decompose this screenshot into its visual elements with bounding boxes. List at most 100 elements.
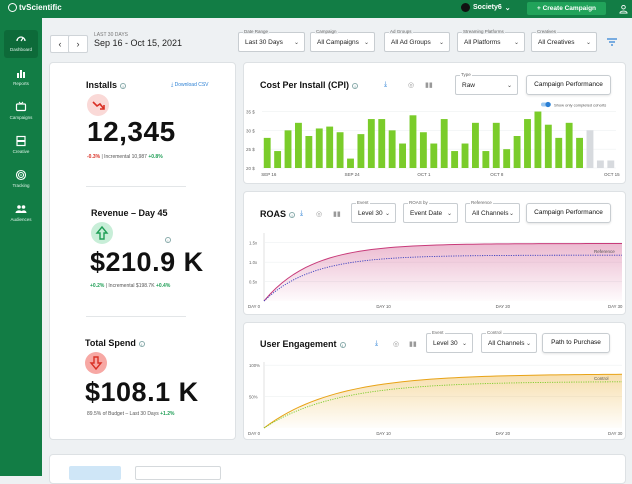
cpi-bar [263, 137, 271, 168]
cpi-bar [295, 122, 302, 168]
installs-title: Installs i [86, 80, 127, 90]
nav-dashboard[interactable]: Dashboard [4, 30, 38, 58]
x-tick-label: DAY 30 [608, 304, 623, 309]
account-switcher[interactable]: Society6 ⌄ [461, 3, 511, 12]
y-tick-label: 1.5x [249, 241, 258, 246]
cpi-type-select[interactable]: Type Raw ⌄ [455, 72, 518, 95]
download-icon[interactable]: ⤓ [384, 81, 388, 88]
engagement-control-select[interactable]: Control All Channels ⌄ [481, 330, 537, 353]
engagement-event-select[interactable]: Event Level 30 ⌄ [426, 330, 473, 353]
cpi-bar [555, 137, 563, 168]
reference-label: Reference [594, 249, 615, 254]
series-line [263, 373, 623, 429]
chart-view-icon[interactable]: ▮▮ [425, 82, 433, 89]
bottom-tab[interactable] [135, 466, 221, 480]
cpi-bar [274, 151, 282, 168]
info-icon[interactable]: i [138, 340, 145, 347]
chart-view-icon[interactable]: ▮▮ [333, 211, 341, 218]
x-tick-label: DAY 10 [376, 431, 391, 436]
cpi-bar [419, 132, 427, 168]
nav-campaigns[interactable]: Campaigns [4, 98, 38, 126]
spend-title: Total Spend i [85, 338, 145, 348]
campaign-performance-button[interactable]: Campaign Performance [526, 75, 611, 95]
cpi-bar [440, 119, 448, 168]
download-icon[interactable]: ⤓ [300, 210, 304, 217]
filter-icon[interactable] [606, 36, 618, 48]
x-tick-label: OCT 8 [490, 172, 504, 177]
chevron-down-icon: ⌄ [525, 341, 531, 347]
nav-tracking[interactable]: Tracking [4, 166, 38, 194]
revenue-subline: +0.2% | Incremental $198.7K +0.4% [90, 283, 171, 289]
y-tick-label: 35 $ [246, 110, 255, 115]
cpi-bar [565, 122, 573, 168]
ad-group-select[interactable]: Ad Groups All Ad Groups ⌄ [384, 29, 450, 52]
roas-reference-select[interactable]: Reference All Channels ⌄ [465, 200, 520, 223]
y-tick-label: 1.0x [249, 260, 258, 265]
campaign-select[interactable]: Campaign All Campaigns ⌄ [310, 29, 375, 52]
date-range-select[interactable]: Date Range Last 30 Days ⌄ [238, 29, 305, 52]
series-line [263, 243, 623, 302]
next-period-button[interactable]: › [68, 35, 88, 53]
eye-icon[interactable]: ◎ [408, 82, 415, 89]
roas-chart: 0.5x 1.0x 1.5x Reference DAY 0 DAY 10 DAY 20 DA… [248, 233, 623, 309]
date-range-display: LAST 30 DAYS Sep 16 - Oct 15, 2021 [94, 32, 183, 48]
cpi-bar [336, 132, 344, 168]
roas-event-select[interactable]: Event Level 30 ⌄ [351, 200, 396, 223]
roas-by-select[interactable]: ROAS by Event Date ⌄ [403, 200, 458, 223]
top-bar: tvScientific Society6 ⌄ + Create Campaign [0, 0, 632, 18]
kpi-card [49, 62, 236, 440]
chevron-down-icon: ⌄ [293, 40, 299, 46]
x-tick-label: DAY 20 [496, 304, 511, 309]
svg-text:Show only completed cohorts: Show only completed cohorts [554, 103, 606, 108]
eye-icon[interactable]: ◎ [316, 211, 323, 218]
x-tick-label: DAY 30 [608, 431, 623, 436]
cpi-bar [326, 126, 334, 168]
logo-mark-icon [8, 3, 17, 12]
creatives-select[interactable]: Creatives All Creatives ⌄ [531, 29, 597, 52]
arrow-up-icon [91, 222, 113, 244]
bottom-tab-active[interactable] [69, 466, 121, 480]
people-icon [15, 205, 27, 213]
x-tick-label: OCT 1 [417, 172, 431, 177]
info-icon[interactable]: i [352, 82, 359, 89]
roas-campaign-performance-button[interactable]: Campaign Performance [526, 203, 611, 223]
cpi-title: Cost Per Install (CPI) i [260, 80, 359, 90]
download-icon[interactable]: ⤓ [375, 340, 379, 347]
nav-audiences[interactable]: Audiences [4, 200, 38, 228]
x-tick-label: SEP 24 [345, 172, 361, 177]
platform-select[interactable]: Streaming Platforms All Platforms ⌄ [457, 29, 525, 52]
cpi-bar [576, 137, 583, 168]
info-icon[interactable]: i [120, 82, 127, 89]
roas-title: ROAS i [260, 209, 296, 219]
film-icon [16, 135, 26, 147]
installs-value: 12,345 [87, 116, 176, 147]
cpi-bar [305, 136, 313, 168]
eye-icon[interactable]: ◎ [393, 341, 400, 348]
cpi-bar [461, 143, 469, 168]
info-icon[interactable]: i [165, 237, 171, 243]
info-icon[interactable]: i [289, 211, 296, 218]
y-tick-label: 20 $ [246, 166, 255, 171]
cpi-bar [315, 128, 323, 168]
cpi-bar [451, 151, 459, 168]
completed-cohorts-toggle[interactable]: Show only completed cohorts [541, 101, 621, 109]
download-csv-link[interactable]: ⤓ Download CSV [171, 82, 209, 88]
nav-creative[interactable]: Creative [4, 132, 38, 160]
reference-label: Control [594, 376, 609, 381]
user-profile-icon[interactable] [619, 4, 628, 14]
tv-icon [15, 101, 27, 112]
create-campaign-button[interactable]: + Create Campaign [527, 2, 606, 15]
cpi-bar [544, 124, 552, 168]
chart-view-icon[interactable]: ▮▮ [409, 341, 417, 348]
nav-reports[interactable]: Reports [4, 64, 38, 92]
chevron-down-icon: ⌄ [508, 211, 514, 217]
cpi-bar [284, 130, 292, 168]
brand-logo[interactable]: tvScientific [8, 3, 62, 12]
cpi-bar [534, 111, 542, 168]
revenue-value: $210.9 K [90, 247, 204, 277]
path-to-purchase-button[interactable]: Path to Purchase [542, 333, 610, 353]
chevron-down-icon: ⌄ [513, 40, 519, 46]
dashboard-icon [16, 36, 26, 42]
previous-period-button[interactable]: ‹ [50, 35, 70, 53]
info-icon[interactable]: i [339, 341, 346, 348]
